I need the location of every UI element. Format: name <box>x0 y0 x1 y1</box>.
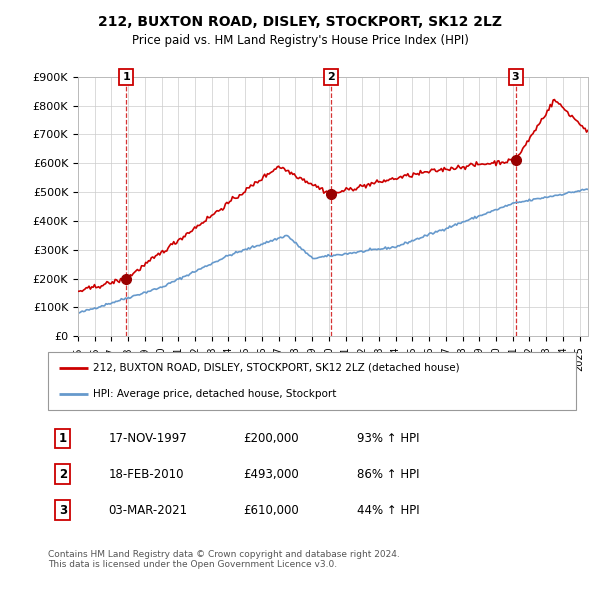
Text: HPI: Average price, detached house, Stockport: HPI: Average price, detached house, Stoc… <box>93 389 336 399</box>
Text: 93% ↑ HPI: 93% ↑ HPI <box>357 432 419 445</box>
Text: 2: 2 <box>327 72 335 81</box>
Text: 44% ↑ HPI: 44% ↑ HPI <box>357 504 419 517</box>
Text: 17-NOV-1997: 17-NOV-1997 <box>109 432 187 445</box>
Text: Contains HM Land Registry data © Crown copyright and database right 2024.
This d: Contains HM Land Registry data © Crown c… <box>48 550 400 569</box>
Text: 1: 1 <box>59 432 67 445</box>
Text: 18-FEB-2010: 18-FEB-2010 <box>109 468 184 481</box>
FancyBboxPatch shape <box>48 352 576 410</box>
Text: Price paid vs. HM Land Registry's House Price Index (HPI): Price paid vs. HM Land Registry's House … <box>131 34 469 47</box>
Text: 2: 2 <box>59 468 67 481</box>
Text: 212, BUXTON ROAD, DISLEY, STOCKPORT, SK12 2LZ (detached house): 212, BUXTON ROAD, DISLEY, STOCKPORT, SK1… <box>93 363 460 373</box>
Text: 3: 3 <box>59 504 67 517</box>
Text: 212, BUXTON ROAD, DISLEY, STOCKPORT, SK12 2LZ: 212, BUXTON ROAD, DISLEY, STOCKPORT, SK1… <box>98 15 502 30</box>
Text: £200,000: £200,000 <box>244 432 299 445</box>
Text: £493,000: £493,000 <box>244 468 299 481</box>
Text: 86% ↑ HPI: 86% ↑ HPI <box>357 468 419 481</box>
Text: 3: 3 <box>512 72 520 81</box>
Text: £610,000: £610,000 <box>244 504 299 517</box>
Text: 03-MAR-2021: 03-MAR-2021 <box>109 504 188 517</box>
Text: 1: 1 <box>122 72 130 81</box>
